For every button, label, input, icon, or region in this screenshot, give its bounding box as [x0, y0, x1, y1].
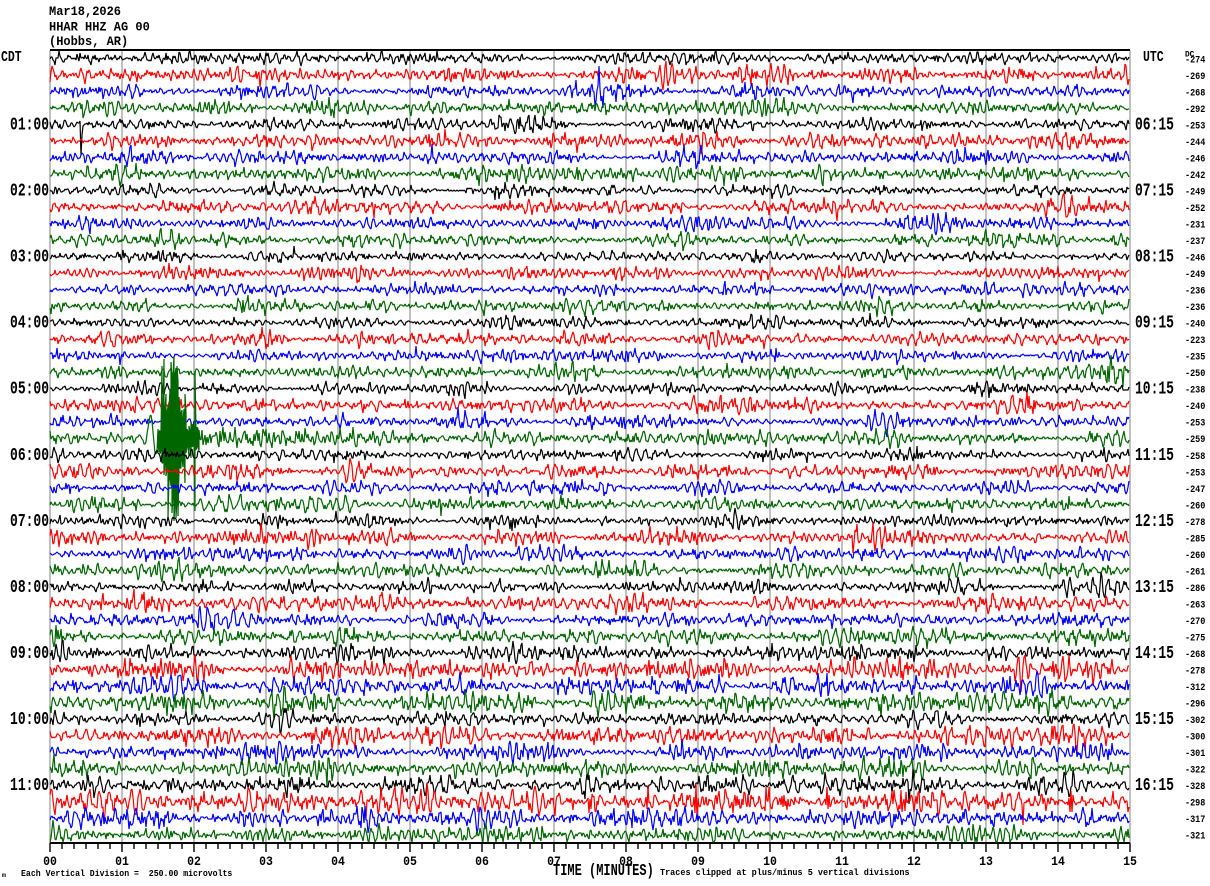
- svg-text:-317: -317: [1185, 814, 1205, 826]
- svg-text:Traces clipped at plus/minus 5: Traces clipped at plus/minus 5 vertical …: [660, 868, 910, 878]
- svg-text:-275: -275: [1185, 632, 1206, 644]
- svg-text:07:15: 07:15: [1135, 180, 1174, 201]
- svg-text:-269: -269: [1185, 70, 1205, 82]
- svg-text:-260: -260: [1185, 549, 1205, 561]
- svg-text:11:15: 11:15: [1135, 445, 1174, 466]
- svg-text:16:15: 16:15: [1135, 775, 1174, 796]
- svg-text:-246: -246: [1185, 252, 1205, 264]
- svg-text:15: 15: [1123, 854, 1137, 869]
- svg-text:-240: -240: [1185, 318, 1205, 330]
- svg-text:HHAR HHZ AG 00: HHAR HHZ AG 00: [49, 20, 150, 35]
- svg-text:-278: -278: [1185, 516, 1205, 528]
- svg-text:-249: -249: [1185, 186, 1205, 198]
- svg-text:09:15: 09:15: [1135, 313, 1174, 334]
- svg-text:-238: -238: [1185, 384, 1205, 396]
- svg-text:-278: -278: [1185, 665, 1205, 677]
- svg-text:01: 01: [115, 854, 129, 869]
- svg-text:-242: -242: [1185, 169, 1205, 181]
- svg-text:m: m: [2, 872, 6, 879]
- svg-text:04: 04: [331, 854, 345, 869]
- svg-text:CDT: CDT: [1, 50, 22, 67]
- svg-text:11:00: 11:00: [10, 775, 49, 796]
- svg-text:06:15: 06:15: [1135, 114, 1174, 135]
- svg-text:-260: -260: [1185, 500, 1205, 512]
- svg-text:-298: -298: [1185, 797, 1205, 809]
- svg-text:-246: -246: [1185, 153, 1205, 165]
- svg-text:10:00: 10:00: [10, 709, 49, 730]
- svg-text:08:15: 08:15: [1135, 247, 1174, 268]
- svg-text:-274: -274: [1185, 54, 1206, 66]
- svg-text:03: 03: [259, 854, 273, 869]
- svg-text:UTC: UTC: [1143, 50, 1164, 67]
- svg-text:-285: -285: [1185, 533, 1206, 545]
- svg-text:00: 00: [43, 854, 57, 869]
- svg-text:(Hobbs, AR): (Hobbs, AR): [49, 35, 128, 50]
- svg-text:-252: -252: [1185, 202, 1205, 214]
- svg-text:11: 11: [835, 854, 849, 869]
- svg-text:08:00: 08:00: [10, 577, 49, 598]
- svg-text:14: 14: [1051, 854, 1065, 869]
- svg-text:09:00: 09:00: [10, 643, 49, 664]
- svg-text:04:00: 04:00: [10, 313, 49, 334]
- svg-text:09: 09: [691, 854, 705, 869]
- svg-text:-236: -236: [1185, 302, 1205, 314]
- svg-text:-236: -236: [1185, 285, 1205, 297]
- svg-text:-247: -247: [1185, 483, 1205, 495]
- svg-text:Mar18,2026: Mar18,2026: [49, 5, 121, 20]
- svg-text:-235: -235: [1185, 351, 1206, 363]
- svg-text:-240: -240: [1185, 401, 1205, 413]
- svg-text:-261: -261: [1185, 566, 1206, 578]
- svg-text:-237: -237: [1185, 235, 1205, 247]
- svg-text:07:00: 07:00: [10, 511, 49, 532]
- svg-text:-301: -301: [1185, 748, 1206, 760]
- svg-text:-322: -322: [1185, 764, 1205, 776]
- svg-text:-258: -258: [1185, 450, 1205, 462]
- svg-text:10: 10: [763, 854, 777, 869]
- svg-text:Each Vertical Division = 250.: Each Vertical Division = 250.00 microvol…: [21, 869, 232, 879]
- svg-text:-286: -286: [1185, 582, 1205, 594]
- svg-text:-249: -249: [1185, 268, 1205, 280]
- svg-text:TIME (MINUTES): TIME (MINUTES): [553, 862, 654, 880]
- svg-text:02:00: 02:00: [10, 180, 49, 201]
- svg-text:-244: -244: [1185, 136, 1206, 148]
- svg-text:06: 06: [475, 854, 489, 869]
- svg-text:-312: -312: [1185, 682, 1205, 694]
- svg-text:-302: -302: [1185, 715, 1205, 727]
- svg-text:-223: -223: [1185, 335, 1206, 347]
- svg-text:-292: -292: [1185, 103, 1205, 115]
- svg-text:-321: -321: [1185, 830, 1206, 842]
- svg-text:-253: -253: [1185, 417, 1206, 429]
- svg-text:-300: -300: [1185, 731, 1205, 743]
- svg-text:13:15: 13:15: [1135, 577, 1174, 598]
- svg-text:-296: -296: [1185, 698, 1205, 710]
- svg-text:12:15: 12:15: [1135, 511, 1174, 532]
- svg-text:-253: -253: [1185, 467, 1206, 479]
- svg-text:-268: -268: [1185, 87, 1205, 99]
- svg-text:07: 07: [547, 854, 561, 869]
- svg-text:-231: -231: [1185, 219, 1206, 231]
- svg-text:06:00: 06:00: [10, 445, 49, 466]
- svg-text:-268: -268: [1185, 648, 1205, 660]
- svg-text:13: 13: [979, 854, 993, 869]
- svg-text:08: 08: [619, 854, 633, 869]
- svg-text:05: 05: [403, 854, 417, 869]
- svg-text:12: 12: [907, 854, 921, 869]
- svg-text:05:00: 05:00: [10, 379, 49, 400]
- svg-text:10:15: 10:15: [1135, 379, 1174, 400]
- svg-text:03:00: 03:00: [10, 247, 49, 268]
- svg-text:-263: -263: [1185, 599, 1206, 611]
- svg-text:14:15: 14:15: [1135, 643, 1174, 664]
- svg-text:-250: -250: [1185, 368, 1205, 380]
- svg-text:-328: -328: [1185, 781, 1205, 793]
- svg-text:-259: -259: [1185, 434, 1205, 446]
- svg-text:01:00: 01:00: [10, 114, 49, 135]
- svg-text:02: 02: [187, 854, 201, 869]
- svg-text:DC: DC: [1185, 50, 1194, 59]
- svg-text:-253: -253: [1185, 120, 1206, 132]
- svg-text:15:15: 15:15: [1135, 709, 1174, 730]
- svg-text:-270: -270: [1185, 615, 1205, 627]
